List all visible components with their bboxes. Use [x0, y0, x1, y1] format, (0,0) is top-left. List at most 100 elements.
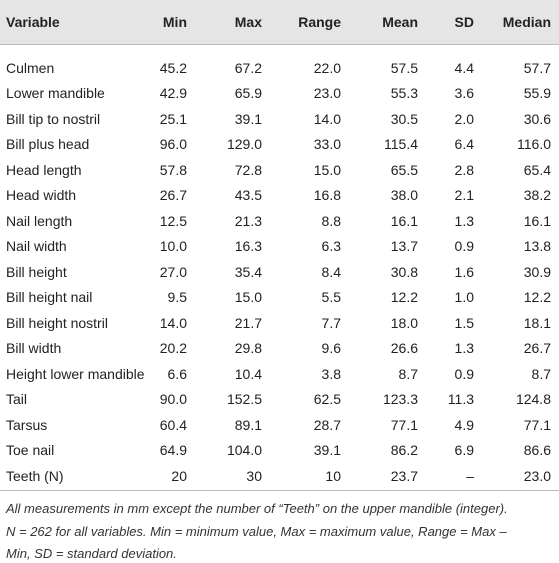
table-cell: 7.7	[321, 314, 341, 331]
table-cell: 11.3	[447, 391, 474, 408]
table-cell: 35.4	[234, 263, 262, 280]
table-cell: 10	[325, 467, 341, 484]
row-label: Tail	[6, 391, 28, 408]
row-label: Bill height nail	[6, 289, 93, 306]
table-cell: 42.9	[159, 85, 187, 102]
table-cell: 1.3	[454, 212, 474, 229]
table-cell: 2.8	[454, 161, 474, 178]
table-cell: 27.0	[159, 263, 187, 280]
table-cell: 22.0	[313, 59, 341, 76]
table-cell: 116.0	[517, 136, 551, 153]
table-cell: 33.0	[313, 136, 341, 153]
table-cell: 23.0	[523, 467, 551, 484]
table-cell: 23.0	[313, 85, 341, 102]
table-cell: 12.5	[159, 212, 187, 229]
table-cell: 1.0	[454, 289, 474, 306]
table-cell: 38.0	[390, 187, 418, 204]
table-cell: 104.0	[226, 442, 262, 459]
table-cell: 12.2	[390, 289, 418, 306]
table-cell: 65.9	[234, 85, 262, 102]
table-cell: 77.1	[390, 416, 418, 433]
table-cell: 30.5	[390, 110, 418, 127]
table-cell: 1.3	[454, 340, 474, 357]
table-cell: 55.9	[523, 85, 551, 102]
column-header: SD	[454, 14, 474, 30]
table-cell: 1.5	[454, 314, 474, 331]
table-cell: 13.8	[523, 238, 551, 255]
column-header: Mean	[382, 14, 418, 30]
table-cell: 10.4	[234, 365, 262, 382]
table-cell: 8.4	[321, 263, 341, 280]
table-cell: 45.2	[159, 59, 187, 76]
table-cell: 6.9	[454, 442, 474, 459]
column-header: Median	[502, 14, 551, 30]
table-cell: 3.6	[454, 85, 474, 102]
table-cell: 67.2	[234, 59, 262, 76]
table-cell: 26.6	[390, 340, 418, 357]
column-header: Variable	[6, 14, 60, 30]
table-cell: 30.8	[390, 263, 418, 280]
table-cell: 14.0	[159, 314, 187, 331]
bottom-rule	[0, 490, 559, 491]
table-cell: 9.6	[321, 340, 341, 357]
table-cell: 29.8	[234, 340, 262, 357]
table-cell: 0.9	[454, 365, 474, 382]
table-cell: 8.7	[531, 365, 551, 382]
row-label: Nail width	[6, 238, 67, 255]
table-cell: 4.9	[454, 416, 474, 433]
footnote: N = 262 for all variables. Min = minimum…	[6, 523, 507, 539]
table-cell: 57.7	[523, 59, 551, 76]
row-label: Head length	[6, 161, 82, 178]
header-band	[0, 0, 559, 45]
row-label: Bill tip to nostril	[6, 110, 101, 127]
table-cell: 30.6	[523, 110, 551, 127]
table-cell: 6.3	[321, 238, 341, 255]
table-cell: 30	[246, 467, 262, 484]
table-cell: 86.2	[390, 442, 418, 459]
table-cell: 2.0	[454, 110, 474, 127]
table-cell: 2.1	[454, 187, 474, 204]
table-cell: 39.1	[313, 442, 341, 459]
table-cell: 23.7	[390, 467, 418, 484]
row-label: Bill width	[6, 340, 62, 357]
table-cell: 10.0	[159, 238, 187, 255]
table-cell: 20	[171, 467, 187, 484]
table-cell: 16.1	[390, 212, 418, 229]
row-label: Culmen	[6, 59, 55, 76]
row-label: Lower mandible	[6, 85, 105, 102]
table-cell: 21.3	[234, 212, 262, 229]
table-cell: –	[466, 467, 474, 484]
column-header: Max	[234, 14, 262, 30]
table-cell: 12.2	[523, 289, 551, 306]
row-label: Head width	[6, 187, 77, 204]
table-cell: 8.7	[398, 365, 418, 382]
table-cell: 18.1	[523, 314, 551, 331]
table-cell: 65.5	[390, 161, 418, 178]
footnote: All measurements in mm except the number…	[6, 501, 508, 516]
table-cell: 15.0	[313, 161, 341, 178]
table-cell: 28.7	[313, 416, 341, 433]
table-cell: 89.1	[234, 416, 262, 433]
table-cell: 129.0	[226, 136, 262, 153]
row-label: Height lower mandible	[6, 365, 145, 382]
table-cell: 9.5	[167, 289, 187, 306]
table-cell: 4.4	[454, 59, 474, 76]
table-cell: 8.8	[321, 212, 341, 229]
table-cell: 115.4	[384, 136, 418, 153]
row-label: Tarsus	[6, 416, 48, 433]
table-cell: 77.1	[523, 416, 551, 433]
table-cell: 16.8	[313, 187, 341, 204]
column-header: Range	[298, 14, 341, 30]
table-cell: 39.1	[234, 110, 262, 127]
table-cell: 30.9	[523, 263, 551, 280]
table-cell: 15.0	[234, 289, 262, 306]
table-cell: 62.5	[313, 391, 341, 408]
table-cell: 16.3	[234, 238, 262, 255]
table-cell: 13.7	[390, 238, 418, 255]
row-label: Teeth (N)	[6, 467, 64, 484]
table-cell: 123.3	[382, 391, 418, 408]
table-cell: 3.8	[321, 365, 341, 382]
table-cell: 5.5	[321, 289, 341, 306]
table-cell: 60.4	[159, 416, 187, 433]
